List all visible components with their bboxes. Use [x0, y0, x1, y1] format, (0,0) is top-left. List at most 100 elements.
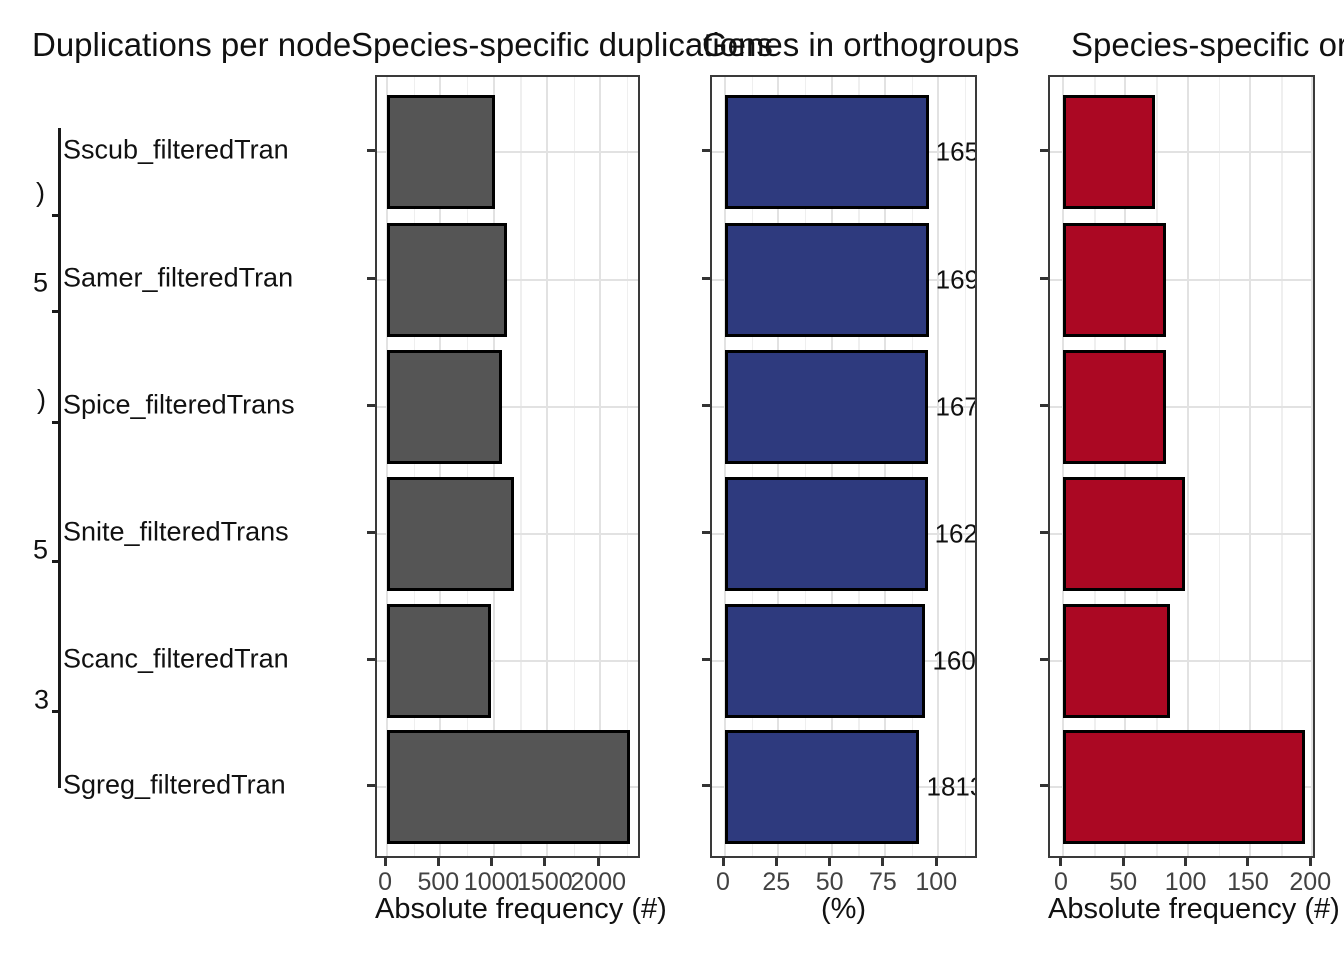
gridline-major — [830, 77, 833, 856]
tree-node-label-fragment: 5 — [33, 267, 49, 298]
y-tick-mark — [1040, 783, 1048, 787]
bar-value-label: 1813 — [926, 771, 976, 802]
tree-node-label-fragment: 3 — [34, 684, 50, 715]
gridline-minor — [466, 77, 469, 856]
bar-value-label: 160 — [932, 645, 976, 676]
gridline-minor — [520, 77, 522, 856]
tree-node-label-fragment: ) — [37, 384, 46, 415]
bar-Samer_filteredTran — [725, 223, 929, 337]
panel-species-specific-duplications — [375, 75, 640, 858]
gridline-major — [439, 77, 442, 856]
gridline-minor — [1094, 77, 1096, 856]
bar-Snite_filteredTrans — [1062, 477, 1186, 591]
x-tick-mark — [828, 858, 832, 866]
bar-Scanc_filteredTran — [387, 604, 492, 718]
y-tick-mark — [367, 276, 375, 280]
bar-value-label: 167 — [935, 391, 977, 422]
bar-Scanc_filteredTran — [1062, 604, 1171, 718]
xaxis-title-percent: (%) — [820, 893, 867, 925]
tree-trunk — [58, 128, 61, 788]
gridline-minor — [911, 77, 914, 856]
y-tick-mark — [1040, 403, 1048, 407]
bar-Sscub_filteredTran — [725, 95, 929, 209]
y-tick-mark — [367, 403, 375, 407]
x-tick-mark — [934, 858, 938, 866]
bar-Sgreg_filteredTran — [1062, 730, 1305, 844]
x-tick-mark — [596, 858, 600, 866]
tree-node-label-fragment: 5 — [33, 534, 49, 565]
y-tick-mark — [702, 657, 710, 661]
tree-leaf-label-Sscub: Sscub_filteredTran — [63, 134, 289, 165]
gridline-minor — [858, 77, 860, 856]
title-genes-in-orthogroups: Genes in orthogroups — [702, 26, 1020, 63]
gridline-horizontal — [1050, 279, 1313, 281]
x-tick-label: 50 — [1109, 868, 1138, 896]
gridline-major — [599, 77, 602, 856]
bar-Sscub_filteredTran — [387, 95, 495, 209]
bar-value-label: 162 — [934, 518, 977, 549]
x-tick-label: 100 — [1164, 868, 1207, 896]
bar-Samer_filteredTran — [387, 223, 508, 337]
tree-branch-stub — [52, 214, 59, 217]
y-tick-mark — [1040, 657, 1048, 661]
tree-leaf-label-Scanc: Scanc_filteredTran — [63, 643, 289, 674]
bar-Spice_filteredTrans — [387, 350, 503, 464]
panel-species-specific-orthogroups — [1048, 75, 1315, 858]
x-tick-mark — [543, 858, 547, 866]
gridline-minor — [573, 77, 576, 856]
y-tick-mark — [367, 657, 375, 661]
x-tick-label: 150 — [1227, 868, 1269, 896]
x-tick-label: 1000 — [463, 868, 520, 896]
gridline-major — [545, 77, 548, 856]
bar-Spice_filteredTrans — [1062, 350, 1167, 464]
y-tick-mark — [1040, 276, 1048, 280]
bar-Sgreg_filteredTran — [725, 730, 920, 844]
gridline-minor — [804, 77, 807, 856]
gridline-minor — [1281, 77, 1283, 856]
gridline-major — [1061, 77, 1064, 856]
y-tick-mark — [702, 530, 710, 534]
tree-leaf-label-Spice: Spice_filteredTrans — [63, 389, 295, 420]
y-tick-mark — [702, 783, 710, 787]
title-duplications-per-node: Duplications per node — [32, 26, 352, 63]
gridline-minor — [964, 77, 967, 856]
tree-branch-stub — [52, 710, 59, 713]
gridline-minor — [626, 77, 629, 856]
x-tick-mark — [881, 858, 885, 866]
x-tick-mark — [383, 858, 387, 866]
y-tick-mark — [367, 530, 375, 534]
bar-Scanc_filteredTran — [725, 604, 926, 718]
gridline-horizontal — [1050, 660, 1313, 662]
gridline-horizontal — [377, 151, 638, 153]
y-tick-mark — [702, 276, 710, 280]
x-tick-label: 200 — [1289, 868, 1332, 896]
x-tick-mark — [1308, 858, 1312, 866]
gridline-horizontal — [1050, 406, 1313, 408]
gridline-minor — [1156, 77, 1158, 856]
x-tick-mark — [1059, 858, 1063, 866]
tree-branch-stub — [52, 421, 59, 424]
gridline-major — [1248, 77, 1251, 856]
bar-Snite_filteredTrans — [387, 477, 514, 591]
gridline-horizontal — [377, 279, 638, 281]
x-tick-label: 100 — [915, 868, 958, 896]
bar-value-label: 165 — [935, 136, 977, 167]
tree-leaf-label-Sgreg: Sgreg_filteredTran — [63, 769, 286, 800]
x-tick-label: 0 — [716, 868, 730, 896]
x-tick-mark — [1121, 858, 1125, 866]
gridline-minor — [1218, 77, 1221, 856]
bar-Spice_filteredTrans — [725, 350, 929, 464]
panel-genes-in-orthogroups: 165 169 167 162 160 1813 — [710, 75, 977, 858]
gridline-horizontal — [1050, 151, 1313, 153]
bar-Sscub_filteredTran — [1062, 95, 1156, 209]
x-tick-label: 25 — [762, 868, 791, 896]
tree-branch-stub — [52, 310, 59, 313]
gridline-major — [1311, 77, 1313, 856]
title-species-specific-duplications: Species-specific duplications — [351, 26, 773, 63]
x-tick-label: 2000 — [570, 868, 627, 896]
gridline-major — [492, 77, 495, 856]
x-tick-mark — [1184, 858, 1188, 866]
